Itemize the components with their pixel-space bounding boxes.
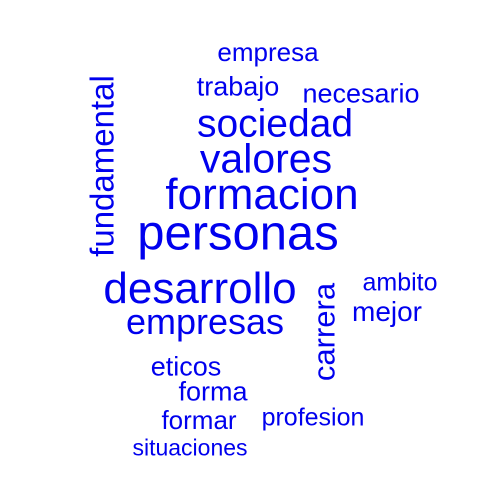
word-trabajo: trabajo bbox=[196, 71, 280, 102]
word-formar: formar bbox=[161, 405, 237, 435]
word-personas: personas bbox=[137, 206, 339, 261]
word-ambito: ambito bbox=[362, 268, 438, 297]
word-fundamental: fundamental bbox=[83, 75, 121, 257]
word-formacion: formacion bbox=[165, 170, 359, 219]
word-valores: valores bbox=[199, 135, 333, 182]
word-empresa: empresa bbox=[217, 37, 319, 67]
word-desarrollo: desarrollo bbox=[103, 264, 297, 313]
word-mejor: mejor bbox=[351, 296, 423, 327]
word-eticos: eticos bbox=[150, 351, 222, 382]
word-necesario: necesario bbox=[302, 78, 420, 109]
word-forma: forma bbox=[178, 376, 248, 407]
word-carrera: carrera bbox=[306, 282, 342, 382]
word-profesion: profesion bbox=[261, 403, 365, 432]
word-empresas: empresas bbox=[125, 301, 285, 342]
word-sociedad: sociedad bbox=[196, 102, 354, 146]
word-situaciones: situaciones bbox=[132, 434, 248, 461]
